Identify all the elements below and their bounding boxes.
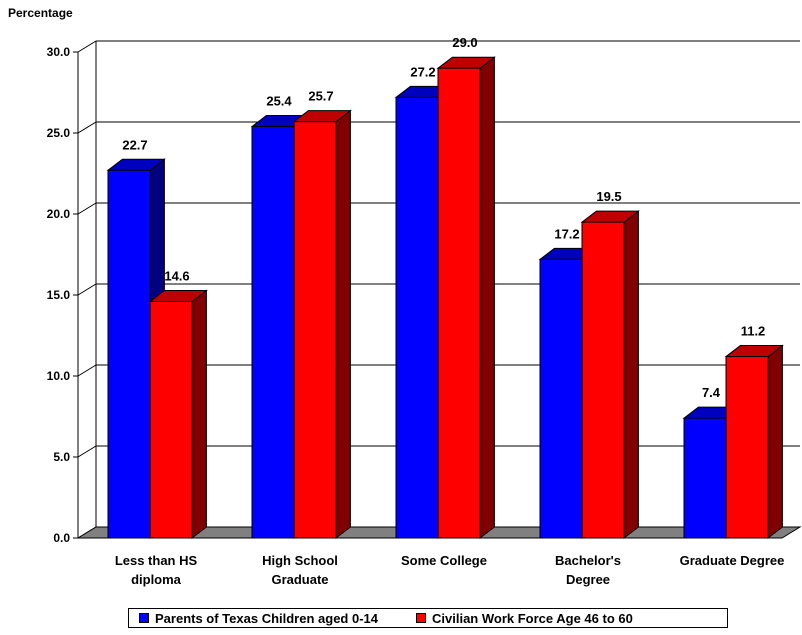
- legend-label-workforce: Civilian Work Force Age 46 to 60: [432, 610, 633, 626]
- bar-side: [767, 344, 783, 540]
- bar: [539, 258, 583, 539]
- x-tick-label: Degree: [566, 572, 610, 587]
- x-tick-label: Some College: [401, 553, 487, 568]
- legend-item-parents: Parents of Texas Children aged 0-14: [139, 611, 378, 626]
- x-tick-label: High School: [262, 553, 338, 568]
- x-tick-label: Graduate: [271, 572, 328, 587]
- gridline-diagonal: [77, 445, 97, 458]
- x-tick-label: Less than HS: [115, 553, 198, 568]
- bar-side: [335, 109, 351, 540]
- x-tick-label: Graduate Degree: [680, 553, 785, 568]
- legend-swatch-parents: [139, 613, 149, 623]
- y-tick-label: 25.0: [47, 126, 71, 140]
- bar: [107, 169, 151, 539]
- gridline-diagonal: [77, 283, 97, 296]
- bar: [437, 67, 481, 539]
- bar: [581, 221, 625, 539]
- data-label: 25.7: [308, 89, 333, 104]
- y-tick-label: 10.0: [47, 369, 71, 383]
- y-tick-label: 0.0: [53, 531, 70, 545]
- data-label: 19.5: [596, 189, 621, 204]
- data-label: 22.7: [122, 137, 147, 152]
- y-tick-label: 15.0: [47, 288, 71, 302]
- data-label: 29.0: [452, 35, 477, 50]
- bar: [725, 356, 769, 539]
- data-label: 14.6: [164, 268, 189, 283]
- data-label: 7.4: [702, 385, 721, 400]
- legend-swatch-workforce: [416, 613, 426, 623]
- x-tick-label: diploma: [131, 572, 182, 587]
- data-label: 17.2: [554, 226, 579, 241]
- bar: [293, 121, 337, 539]
- y-tick-label: 20.0: [47, 207, 71, 221]
- bar-side: [191, 289, 207, 540]
- x-tick-label: Bachelor's: [555, 553, 621, 568]
- y-tick-label: 30.0: [47, 45, 71, 59]
- legend-item-workforce: Civilian Work Force Age 46 to 60: [416, 611, 633, 626]
- y-axis-title: Percentage: [8, 6, 73, 20]
- data-label: 25.4: [266, 94, 292, 109]
- y-tick-label: 5.0: [53, 450, 70, 464]
- data-label: 27.2: [410, 64, 435, 79]
- bar-side: [479, 56, 495, 540]
- data-label: 11.2: [741, 324, 766, 339]
- gridline-diagonal: [77, 364, 97, 377]
- bar: [149, 300, 193, 539]
- gridline-diagonal: [77, 121, 97, 134]
- bar: [395, 96, 439, 539]
- gridline-diagonal: [77, 40, 97, 53]
- bar: [251, 126, 295, 539]
- legend: Parents of Texas Children aged 0-14 Civi…: [128, 608, 728, 628]
- legend-label-parents: Parents of Texas Children aged 0-14: [155, 610, 378, 626]
- bar: [683, 417, 727, 539]
- bar-side: [623, 210, 639, 540]
- gridline-diagonal: [77, 202, 97, 215]
